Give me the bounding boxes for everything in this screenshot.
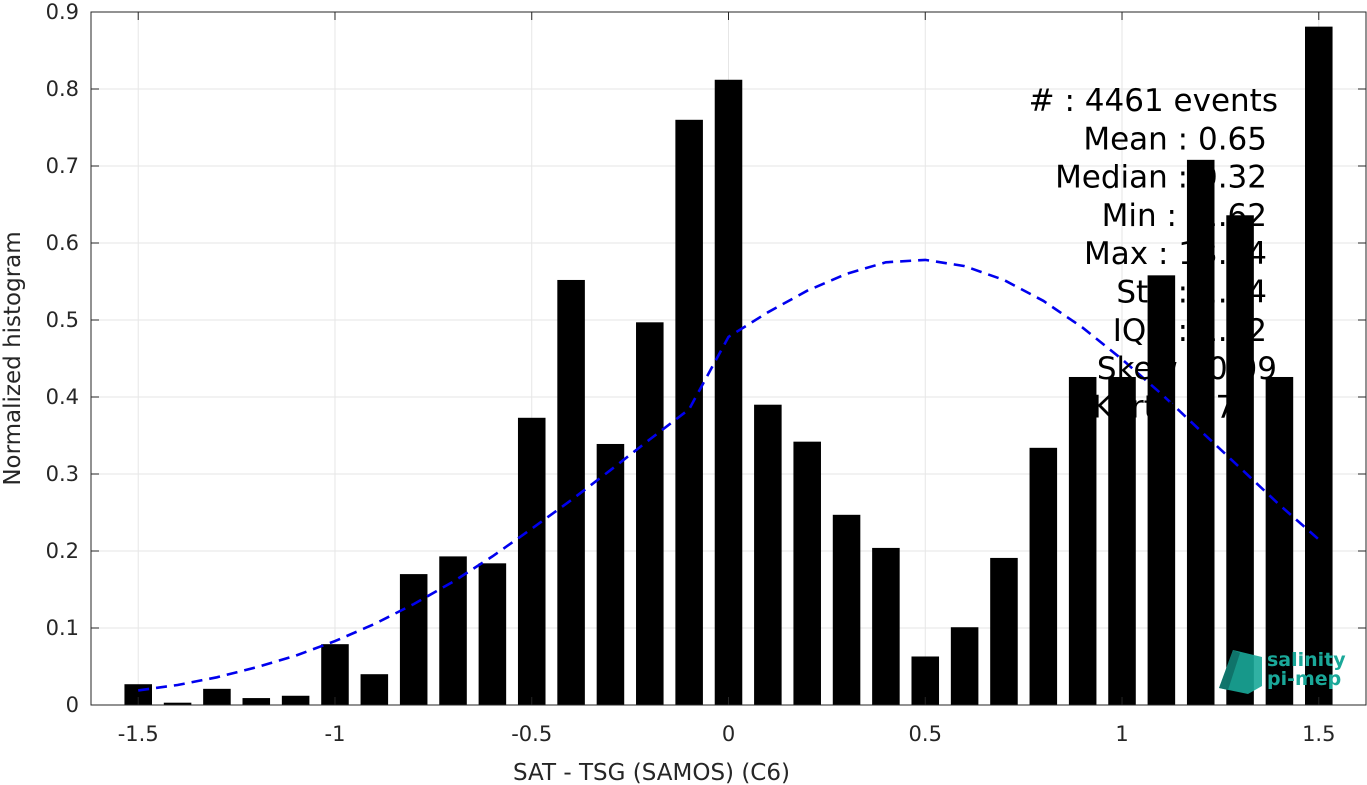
y-tick-label: 0.3 bbox=[46, 462, 79, 486]
x-tick-label: 1 bbox=[1115, 722, 1128, 746]
histogram-bar bbox=[596, 443, 625, 705]
histogram-bar bbox=[439, 556, 467, 705]
stats-line: Kurt : 1.77 bbox=[1092, 389, 1255, 425]
stats-line: Mean : 0.65 bbox=[1083, 121, 1267, 157]
stats-line: Std : 2.24 bbox=[1116, 275, 1267, 311]
logo-cube-shade bbox=[1219, 650, 1240, 690]
histogram-bar bbox=[1186, 159, 1215, 706]
y-tick-label: 0.8 bbox=[46, 77, 79, 101]
stats-line: Max : 13.14 bbox=[1084, 236, 1267, 272]
histogram-bar bbox=[321, 644, 349, 705]
x-tick-label: 0 bbox=[722, 722, 735, 746]
fit-curve-line bbox=[138, 258, 1320, 692]
histogram-bar bbox=[636, 322, 664, 705]
histogram-bar bbox=[793, 441, 821, 705]
histogram-bar bbox=[517, 417, 546, 705]
histogram-bar bbox=[872, 547, 900, 705]
histogram-bar bbox=[1029, 447, 1058, 705]
histogram-bar bbox=[1068, 376, 1097, 705]
histogram-bar bbox=[399, 574, 428, 705]
stats-line: Min : -1.62 bbox=[1102, 198, 1267, 234]
histogram-bar bbox=[950, 627, 979, 705]
x-axis-label: SAT - TSG (SAMOS) (C6) bbox=[513, 760, 790, 785]
histogram-bar bbox=[478, 563, 507, 705]
logo-text-salinity: salinity bbox=[1267, 649, 1346, 671]
histogram-bar bbox=[203, 688, 231, 705]
x-axis-ticks: -1.5 -1 -0.5 0 0.5 1 1.5 bbox=[118, 12, 1335, 746]
histogram-bar bbox=[360, 674, 389, 705]
x-tick-label: -1 bbox=[325, 722, 346, 746]
histogram-bars bbox=[124, 26, 1333, 706]
y-tick-label: 0.2 bbox=[46, 539, 79, 563]
histogram-bar bbox=[1305, 26, 1333, 705]
x-tick-label: -0.5 bbox=[511, 722, 552, 746]
histogram-bar bbox=[1108, 376, 1136, 705]
y-axis-label: Normalized histogram bbox=[0, 231, 26, 485]
y-tick-label: 0.7 bbox=[46, 154, 79, 178]
x-tick-label: 0.5 bbox=[909, 722, 942, 746]
histogram-bar bbox=[281, 695, 310, 705]
stats-line: Skew : 0.09 bbox=[1097, 351, 1277, 387]
histogram-bar bbox=[675, 119, 703, 706]
histogram-bar bbox=[242, 698, 271, 705]
logo-text-pimep: pi-mep bbox=[1267, 668, 1341, 690]
histogram-bar bbox=[714, 79, 743, 705]
stats-line: # : 4461 events bbox=[1029, 83, 1278, 119]
histogram-bar bbox=[990, 557, 1018, 705]
stats-line: IQR : 1.32 bbox=[1113, 313, 1267, 349]
histogram-bar bbox=[754, 404, 782, 705]
y-tick-label: 0.4 bbox=[46, 385, 79, 409]
x-tick-label: 1.5 bbox=[1302, 722, 1335, 746]
y-tick-label: 0.9 bbox=[46, 0, 79, 24]
y-tick-label: 0.6 bbox=[46, 231, 79, 255]
histogram-bar bbox=[163, 702, 192, 705]
stats-line: Median : 0.32 bbox=[1055, 160, 1267, 196]
y-tick-label: 0.1 bbox=[46, 616, 79, 640]
salinity-pimep-logo: salinity pi-mep bbox=[1219, 649, 1346, 694]
histogram-bar bbox=[1265, 376, 1294, 705]
histogram-bar bbox=[911, 656, 940, 705]
y-axis-ticks: 0 0.1 0.2 0.3 0.4 0.5 0.6 0.7 0.8 0.9 bbox=[46, 0, 1366, 717]
x-tick-label: -1.5 bbox=[118, 722, 159, 746]
histogram-bar bbox=[1147, 275, 1176, 705]
histogram-bar bbox=[832, 514, 861, 705]
y-tick-label: 0.5 bbox=[46, 308, 79, 332]
y-tick-label: 0 bbox=[66, 693, 79, 717]
